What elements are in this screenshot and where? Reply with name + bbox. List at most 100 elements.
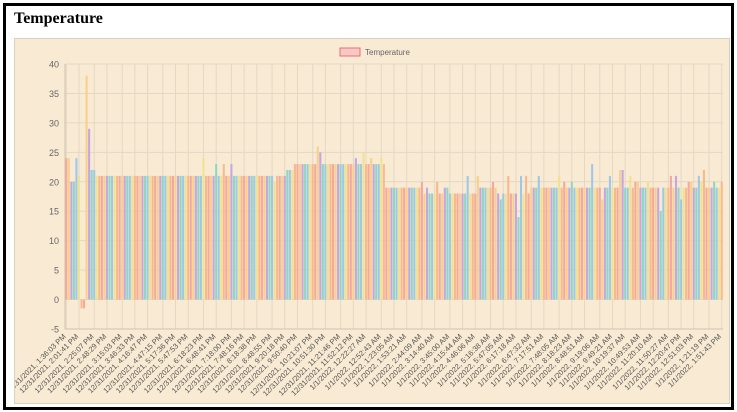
temperature-bar: [649, 187, 652, 300]
temperature-bar: [410, 187, 413, 300]
temperature-bar: [354, 158, 357, 300]
temperature-bar: [141, 175, 144, 300]
temperature-bar: [182, 175, 185, 300]
temperature-bar: [123, 175, 126, 300]
temperature-bar: [512, 193, 515, 300]
temperature-bar: [471, 193, 474, 300]
temperature-bar: [517, 217, 520, 300]
temperature-bar: [377, 164, 380, 300]
temperature-bar: [461, 193, 464, 300]
temperature-bar: [230, 164, 233, 300]
temperature-bar: [677, 187, 680, 300]
temperature-bar: [403, 187, 406, 300]
temperature-bar: [469, 193, 472, 300]
temperature-bar: [380, 158, 383, 300]
temperature-bar: [362, 152, 365, 300]
temperature-bar: [286, 170, 289, 300]
temperature-bar: [433, 193, 436, 300]
temperature-bar: [555, 187, 558, 300]
temperature-bar: [199, 175, 202, 300]
temperature-bar: [453, 193, 457, 300]
temperature-bar: [245, 175, 248, 300]
temperature-bar: [227, 175, 230, 300]
temperature-bar: [326, 164, 329, 300]
temperature-bar: [586, 187, 589, 300]
temperature-bar: [408, 187, 411, 300]
temperature-bar: [464, 193, 467, 300]
temperature-bar: [550, 187, 553, 300]
temperature-bar: [484, 187, 487, 300]
temperature-bar: [540, 187, 543, 300]
temperature-bar: [321, 164, 324, 300]
temperature-bar: [222, 164, 225, 300]
temperature-bar: [601, 199, 604, 300]
temperature-bar: [596, 187, 599, 300]
temperature-bar: [359, 164, 363, 300]
legend-swatch: [339, 47, 361, 57]
temperature-bar: [372, 164, 375, 300]
temperature-bar: [118, 175, 121, 300]
temperature-bar: [718, 187, 721, 300]
temperature-bar: [187, 175, 190, 300]
temperature-bar: [258, 175, 261, 300]
temperature-bar: [278, 175, 281, 300]
temperature-bar: [217, 175, 220, 300]
temperature-bar: [98, 175, 101, 300]
temperature-bar: [685, 187, 688, 300]
temperature-bar: [697, 175, 700, 300]
chart-container: -5 0 5 10 15 20 25 30 35 40 12/31/2021, 1:36:03 PM…: [14, 38, 730, 404]
temperature-bar: [215, 164, 218, 300]
temperature-bar: [631, 187, 634, 300]
temperature-bar: [136, 175, 139, 300]
temperature-bar: [143, 175, 147, 300]
temperature-bar: [103, 175, 106, 300]
temperature-bar: [149, 175, 152, 300]
temperature-bar: [202, 158, 205, 300]
temperature-bar: [545, 187, 548, 300]
temperature-bar: [667, 187, 670, 300]
y-tick-label: 10: [49, 236, 59, 246]
temperature-bar: [271, 175, 274, 300]
temperature-bar: [608, 175, 611, 300]
temperature-bar: [387, 187, 390, 300]
y-tick-label: -5: [51, 325, 59, 335]
temperature-bar: [331, 164, 335, 300]
temperature-bar: [329, 164, 332, 300]
temperature-bar: [578, 187, 581, 300]
temperature-bar: [220, 175, 223, 300]
temperature-bar: [88, 128, 91, 300]
temperature-bar: [713, 181, 716, 300]
temperature-bar: [398, 187, 401, 300]
temperature-bar: [674, 175, 678, 300]
temperature-bar: [448, 193, 451, 300]
temperature-bar: [502, 193, 505, 300]
temperature-bar: [260, 175, 263, 300]
temperature-bar: [263, 175, 266, 300]
temperature-bar: [314, 164, 317, 300]
temperature-bar: [547, 187, 551, 300]
temperature-bar: [662, 187, 665, 300]
temperature-bar: [85, 75, 88, 300]
temperature-bar: [161, 175, 164, 300]
temperature-bar: [276, 175, 279, 300]
temperature-bar: [413, 187, 416, 300]
temperature-bar: [641, 187, 645, 300]
temperature-bar: [225, 175, 228, 300]
temperature-bar: [451, 193, 454, 300]
temperature-bar: [189, 175, 192, 300]
temperature-bar: [532, 187, 535, 300]
temperature-bar: [133, 175, 136, 300]
temperature-bar: [436, 181, 439, 300]
temperature-bar: [418, 187, 421, 300]
temperature-bar: [443, 187, 446, 300]
temperature-bar: [116, 175, 119, 300]
temperature-bar: [519, 175, 523, 300]
temperature-bar: [347, 164, 350, 300]
temperature-bar: [621, 170, 624, 300]
temperature-bar: [659, 211, 662, 300]
temperature-bar: [647, 181, 650, 300]
temperature-bar: [611, 187, 614, 300]
temperature-bar: [316, 146, 319, 300]
temperature-bar: [575, 187, 578, 300]
